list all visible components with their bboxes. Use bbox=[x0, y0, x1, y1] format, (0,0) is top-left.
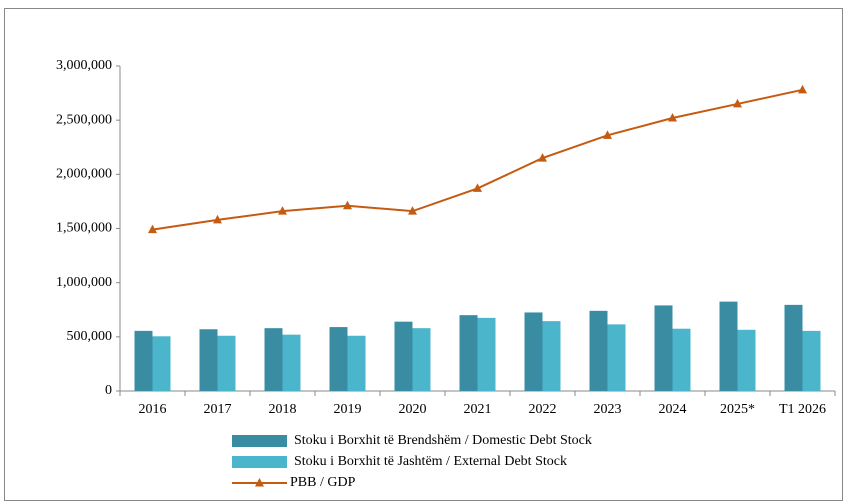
y-tick-label: 0 bbox=[105, 383, 112, 398]
x-tick-label: 2025* bbox=[720, 402, 755, 417]
x-tick-label: 2024 bbox=[659, 402, 687, 417]
x-tick-label: 2016 bbox=[139, 402, 167, 417]
marker bbox=[538, 153, 547, 162]
legend-swatch bbox=[232, 456, 287, 468]
x-tick-label: T1 2026 bbox=[779, 402, 826, 417]
bar bbox=[412, 328, 431, 391]
x-tick-label: 2023 bbox=[594, 402, 622, 417]
legend-label: Stoku i Borxhit të Brendshëm / Domestic … bbox=[294, 433, 592, 448]
bar bbox=[719, 301, 738, 391]
bar bbox=[394, 321, 413, 391]
x-tick-label: 2022 bbox=[529, 402, 557, 417]
bar bbox=[459, 315, 478, 391]
bar bbox=[589, 310, 608, 391]
marker bbox=[798, 84, 807, 94]
bar bbox=[329, 327, 348, 391]
x-tick-label: 2019 bbox=[334, 402, 362, 417]
y-tick-label: 2,500,000 bbox=[56, 112, 112, 127]
y-tick-label: 3,000,000 bbox=[56, 58, 112, 73]
y-tick-label: 500,000 bbox=[67, 329, 113, 344]
marker bbox=[473, 183, 482, 192]
y-tick-label: 1,000,000 bbox=[56, 275, 112, 290]
marker bbox=[343, 200, 352, 210]
x-tick-label: 2021 bbox=[464, 402, 492, 417]
legend-label: PBB / GDP bbox=[290, 475, 356, 490]
marker bbox=[213, 214, 222, 224]
marker bbox=[668, 113, 677, 122]
chart-frame bbox=[4, 8, 843, 501]
bar bbox=[477, 317, 496, 391]
marker bbox=[408, 206, 417, 215]
bar bbox=[654, 305, 673, 391]
legend-label: Stoku i Borxhit të Jashtëm / External De… bbox=[294, 454, 567, 469]
y-tick-label: 2,000,000 bbox=[56, 167, 112, 182]
legend-marker bbox=[255, 478, 264, 487]
bar bbox=[737, 329, 756, 391]
bar bbox=[672, 328, 691, 391]
bar bbox=[152, 336, 171, 391]
y-tick-label: 1,500,000 bbox=[56, 221, 112, 236]
bar bbox=[264, 328, 283, 391]
bar bbox=[217, 335, 236, 391]
marker bbox=[278, 206, 287, 215]
marker bbox=[148, 224, 157, 234]
bar bbox=[199, 329, 218, 391]
bar bbox=[607, 324, 626, 391]
bar bbox=[802, 330, 821, 391]
bar bbox=[524, 312, 543, 391]
bar bbox=[134, 330, 153, 391]
x-tick-label: 2017 bbox=[204, 402, 232, 417]
x-tick-label: 2018 bbox=[269, 402, 297, 417]
bar bbox=[784, 304, 803, 391]
bar bbox=[542, 321, 561, 391]
bar bbox=[347, 335, 366, 391]
bar bbox=[282, 334, 301, 391]
marker bbox=[733, 98, 742, 108]
marker bbox=[603, 130, 612, 139]
legend-swatch bbox=[232, 435, 287, 447]
x-tick-label: 2020 bbox=[399, 402, 427, 417]
